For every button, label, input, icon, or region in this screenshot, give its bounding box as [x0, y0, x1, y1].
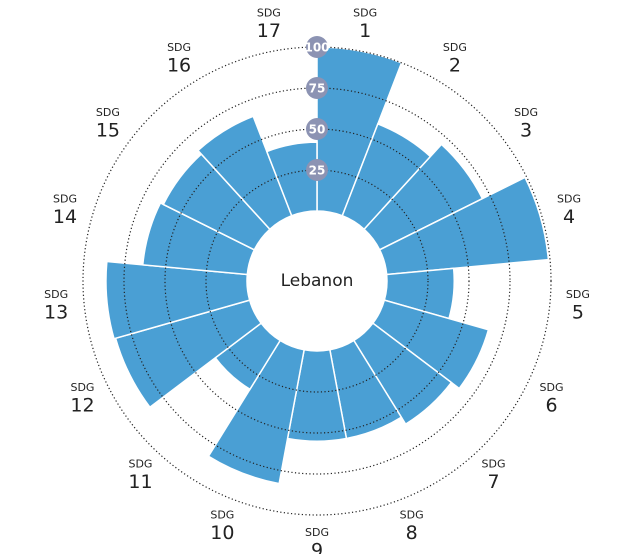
category-label: 17: [257, 20, 281, 42]
category-prefix: SDG: [514, 106, 538, 119]
category-label: 8: [406, 522, 418, 544]
category-label: 4: [563, 206, 575, 228]
bar: [265, 141, 318, 217]
category-label: 12: [70, 394, 94, 416]
category-prefix: SDG: [305, 526, 329, 539]
category-label: 6: [545, 394, 557, 416]
tick-label: 25: [309, 164, 326, 178]
category-prefix: SDG: [44, 288, 68, 301]
category-prefix: SDG: [443, 41, 467, 54]
bar: [363, 143, 484, 251]
bar: [207, 339, 306, 485]
category-prefix: SDG: [482, 458, 506, 471]
tick-label: 50: [309, 123, 326, 137]
category-prefix: SDG: [257, 6, 281, 19]
tick-label: 100: [304, 41, 329, 55]
category-prefix: SDG: [400, 508, 424, 521]
bar: [105, 260, 251, 340]
ticks: 25 50 75 100: [304, 36, 330, 181]
tick-label: 75: [309, 82, 326, 96]
category-label: 9: [311, 540, 323, 554]
category-label: 15: [96, 120, 120, 142]
tick-badge: [306, 36, 328, 58]
tick-badge: [306, 77, 328, 99]
bar: [371, 299, 490, 390]
category-label: 13: [44, 302, 68, 324]
category-prefix: SDG: [70, 381, 94, 394]
category-label: 11: [128, 471, 152, 493]
bar: [352, 322, 453, 426]
category-prefix: SDG: [557, 192, 581, 205]
category-label: 5: [572, 302, 584, 324]
category-label: 1: [359, 20, 371, 42]
category-label: 3: [520, 120, 532, 142]
bar: [378, 176, 550, 276]
category-prefix: SDG: [566, 288, 590, 301]
category-prefix: SDG: [96, 106, 120, 119]
category-prefix: SDG: [128, 458, 152, 471]
category-prefix: SDG: [210, 508, 234, 521]
category-label: 16: [167, 55, 191, 77]
category-prefix: SDG: [53, 192, 77, 205]
category-prefix: SDG: [167, 41, 191, 54]
labels: SDG1SDG2SDG3SDG4SDG5SDG6SDG7SDG8SDG9SDG1…: [44, 6, 590, 554]
category-label: 7: [487, 471, 499, 493]
category-prefix: SDG: [353, 6, 377, 19]
bar: [196, 115, 293, 231]
tick-badge: [306, 118, 328, 140]
chart-title: Lebanon: [281, 271, 354, 291]
category-label: 2: [449, 55, 461, 77]
category-label: 14: [53, 206, 77, 228]
tick-badge: [306, 159, 328, 181]
grid-circle: [164, 128, 470, 434]
center-hole: [251, 215, 383, 347]
bar: [141, 202, 256, 276]
category-prefix: SDG: [540, 381, 564, 394]
grid-circle: [123, 87, 511, 475]
bars: [105, 46, 550, 485]
category-label: 10: [210, 522, 234, 544]
